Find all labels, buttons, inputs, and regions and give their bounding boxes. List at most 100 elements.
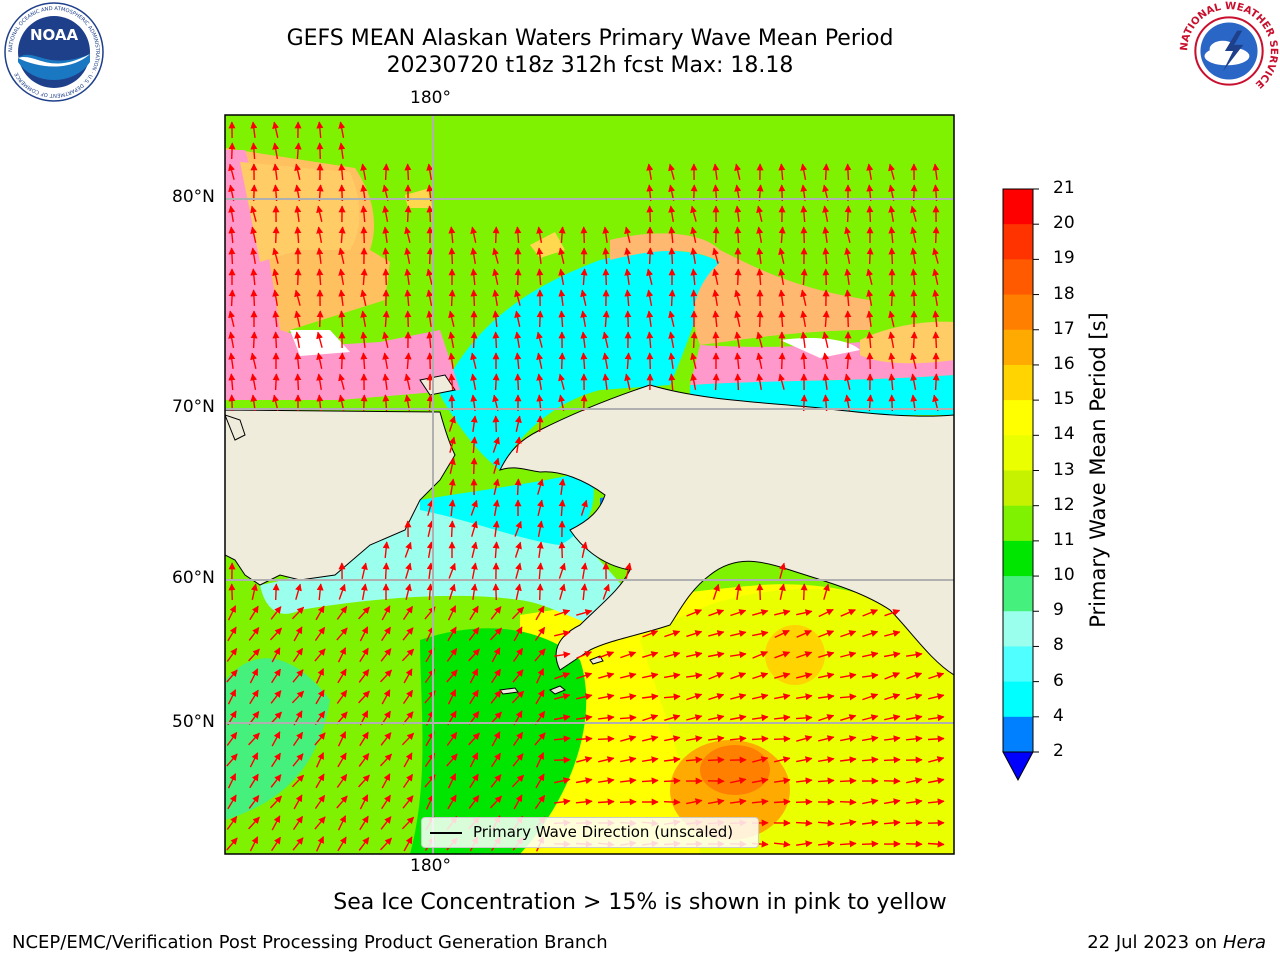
nws-logo: NATIONAL WEATHER SERVICE bbox=[1179, 1, 1279, 101]
wave-direction-arrow bbox=[795, 714, 813, 722]
wave-direction-arrow bbox=[446, 669, 458, 683]
wave-direction-arrow bbox=[575, 798, 593, 806]
wave-direction-arrow bbox=[381, 773, 391, 789]
wave-direction-arrow bbox=[226, 669, 238, 683]
wave-direction-arrow bbox=[553, 714, 571, 722]
wave-direction-arrow bbox=[575, 777, 593, 785]
wave-direction-arrow bbox=[492, 499, 500, 517]
wave-direction-arrow bbox=[756, 247, 764, 264]
wave-direction-arrow bbox=[927, 798, 945, 806]
wave-direction-arrow bbox=[910, 352, 917, 369]
wave-direction-arrow bbox=[382, 226, 390, 243]
wave-direction-arrow bbox=[558, 352, 566, 370]
wave-direction-arrow bbox=[338, 289, 346, 306]
wave-direction-arrow bbox=[624, 373, 632, 390]
wave-direction-arrow bbox=[774, 609, 791, 616]
wave-direction-arrow bbox=[403, 752, 413, 768]
wave-direction-arrow bbox=[358, 606, 370, 620]
wave-direction-arrow bbox=[316, 352, 324, 369]
wave-direction-arrow bbox=[272, 268, 280, 285]
wave-direction-arrow bbox=[291, 606, 305, 620]
wave-direction-arrow bbox=[844, 352, 852, 370]
colorbar-label: Primary Wave Mean Period [s] bbox=[1086, 312, 1110, 628]
wave-direction-arrow bbox=[756, 268, 764, 286]
wave-direction-arrow bbox=[598, 672, 615, 679]
wave-direction-arrow bbox=[598, 651, 615, 659]
wave-direction-arrow bbox=[686, 609, 703, 617]
wave-direction-arrow bbox=[426, 562, 434, 579]
wave-direction-arrow bbox=[624, 226, 631, 243]
wave-direction-arrow bbox=[642, 735, 659, 742]
wave-direction-arrow bbox=[862, 609, 879, 617]
wave-direction-arrow bbox=[690, 205, 697, 222]
wave-direction-arrow bbox=[447, 689, 457, 705]
wave-direction-arrow bbox=[861, 840, 879, 848]
wave-direction-arrow bbox=[315, 773, 325, 789]
wave-direction-arrow bbox=[861, 735, 879, 743]
wave-direction-arrow bbox=[338, 142, 346, 159]
wave-direction-arrow bbox=[468, 627, 480, 641]
wave-direction-arrow bbox=[862, 651, 879, 659]
wave-direction-arrow bbox=[686, 630, 703, 638]
wave-direction-arrow bbox=[883, 798, 901, 806]
wave-direction-arrow bbox=[448, 457, 456, 474]
wave-direction-arrow bbox=[668, 352, 676, 369]
wave-direction-arrow bbox=[822, 163, 830, 181]
wave-direction-arrow bbox=[580, 289, 588, 306]
wave-direction-arrow bbox=[576, 651, 593, 659]
wave-direction-arrow bbox=[866, 247, 874, 265]
wave-direction-arrow bbox=[404, 205, 412, 223]
wave-direction-arrow bbox=[888, 289, 896, 307]
wave-direction-arrow bbox=[536, 247, 544, 264]
colorbar-tick-label: 14 bbox=[1053, 424, 1075, 445]
wave-direction-arrow bbox=[492, 415, 500, 433]
wave-direction-arrow bbox=[381, 626, 391, 642]
wave-direction-arrow bbox=[249, 668, 259, 684]
wave-direction-arrow bbox=[888, 205, 896, 223]
lon-label-bottom: 180° bbox=[410, 856, 451, 876]
wave-direction-arrow bbox=[536, 520, 544, 538]
wave-direction-arrow bbox=[624, 352, 632, 370]
max-period-core bbox=[700, 745, 770, 795]
wave-direction-arrow bbox=[751, 798, 769, 806]
colorbar-segment bbox=[1003, 681, 1033, 718]
wave-direction-arrow bbox=[927, 840, 945, 848]
wave-direction-arrow bbox=[249, 752, 259, 768]
wave-direction-arrow bbox=[469, 689, 479, 705]
wave-direction-arrow bbox=[492, 373, 500, 391]
wave-direction-arrow bbox=[490, 606, 502, 620]
wave-direction-arrow bbox=[619, 798, 637, 806]
map-field bbox=[225, 115, 954, 854]
colorbar-tick-label: 4 bbox=[1053, 705, 1064, 726]
wave-direction-arrow bbox=[291, 774, 305, 788]
wave-direction-arrow bbox=[928, 756, 945, 763]
wave-direction-arrow bbox=[575, 735, 593, 743]
wave-direction-arrow bbox=[553, 651, 571, 659]
wave-direction-arrow bbox=[884, 630, 901, 637]
wave-direction-arrow bbox=[580, 583, 588, 601]
wave-direction-arrow bbox=[686, 714, 703, 721]
wave-direction-arrow bbox=[734, 331, 742, 349]
wave-direction-arrow bbox=[598, 693, 615, 701]
wave-direction-arrow bbox=[272, 163, 280, 180]
wave-direction-arrow bbox=[818, 630, 835, 638]
colorbar-segment bbox=[1003, 364, 1033, 401]
wave-direction-arrow bbox=[449, 436, 456, 453]
wave-direction-arrow bbox=[536, 415, 544, 433]
wave-direction-arrow bbox=[536, 226, 544, 244]
wave-direction-arrow bbox=[756, 373, 764, 391]
wave-direction-arrow bbox=[269, 627, 283, 641]
lat-label-70n: 70°N bbox=[172, 397, 215, 417]
wave-direction-arrow bbox=[360, 226, 368, 244]
wave-direction-arrow bbox=[248, 648, 260, 662]
wave-direction-arrow bbox=[338, 226, 346, 244]
wave-direction-arrow bbox=[773, 777, 791, 785]
wave-direction-arrow bbox=[927, 777, 945, 785]
wave-direction-arrow bbox=[250, 373, 258, 391]
wave-direction-arrow bbox=[668, 373, 676, 391]
wave-direction-arrow bbox=[668, 289, 676, 307]
wave-direction-arrow bbox=[294, 310, 302, 327]
wave-direction-arrow bbox=[272, 289, 280, 307]
wave-direction-arrow bbox=[884, 609, 901, 617]
wave-direction-arrow bbox=[685, 735, 703, 743]
